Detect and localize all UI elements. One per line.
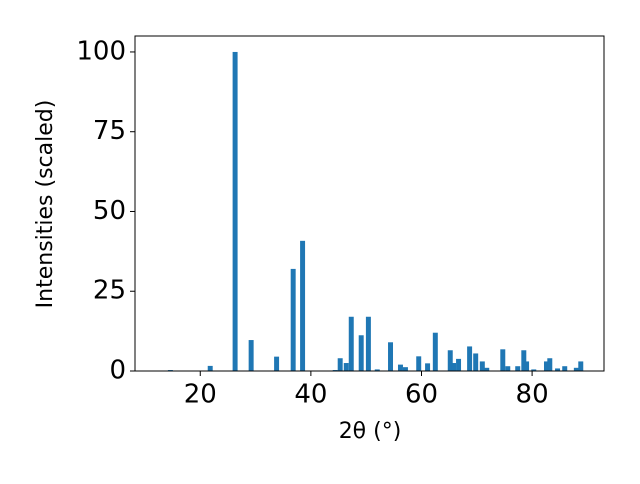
bar (274, 356, 280, 371)
bar (425, 363, 431, 371)
y-tick-label: 25 (93, 276, 126, 306)
bar (402, 367, 408, 371)
bar (343, 363, 349, 371)
bar (248, 340, 254, 371)
x-tick-label: 60 (405, 380, 438, 410)
bar (416, 356, 422, 371)
y-tick-label: 50 (93, 196, 126, 226)
x-tick-label: 20 (184, 380, 217, 410)
bar (374, 369, 380, 371)
x-axis-label: 2θ (°) (339, 419, 402, 444)
y-tick-label: 0 (109, 356, 126, 386)
y-tick-label: 100 (76, 36, 126, 66)
bar (521, 350, 527, 371)
bar (456, 358, 462, 371)
x-tick-label: 80 (516, 380, 549, 410)
bar (337, 358, 343, 371)
bar (573, 367, 579, 371)
bar (479, 361, 485, 371)
bar (547, 358, 553, 371)
bar (515, 366, 521, 371)
bar (555, 368, 561, 371)
bar (365, 316, 371, 371)
bar (543, 361, 549, 371)
y-axis-label: Intensities (scaled) (33, 100, 58, 309)
bar (484, 367, 490, 371)
bar (397, 364, 403, 371)
bar (473, 353, 479, 371)
bar (300, 240, 306, 371)
x-tick-label: 40 (294, 380, 327, 410)
bar (578, 361, 584, 371)
bar (358, 335, 364, 371)
bar (562, 366, 568, 371)
bar (232, 51, 238, 371)
bar (447, 350, 453, 371)
bar (432, 332, 438, 371)
bar (207, 365, 213, 371)
bar (451, 363, 457, 371)
y-tick-label: 75 (93, 116, 126, 146)
bar (524, 361, 530, 371)
bar (505, 366, 511, 371)
bar (388, 342, 394, 371)
bar (500, 349, 506, 371)
bar (467, 346, 473, 371)
bar (290, 268, 296, 371)
plot-frame (134, 35, 605, 372)
bar (348, 316, 354, 371)
bar (531, 369, 537, 371)
